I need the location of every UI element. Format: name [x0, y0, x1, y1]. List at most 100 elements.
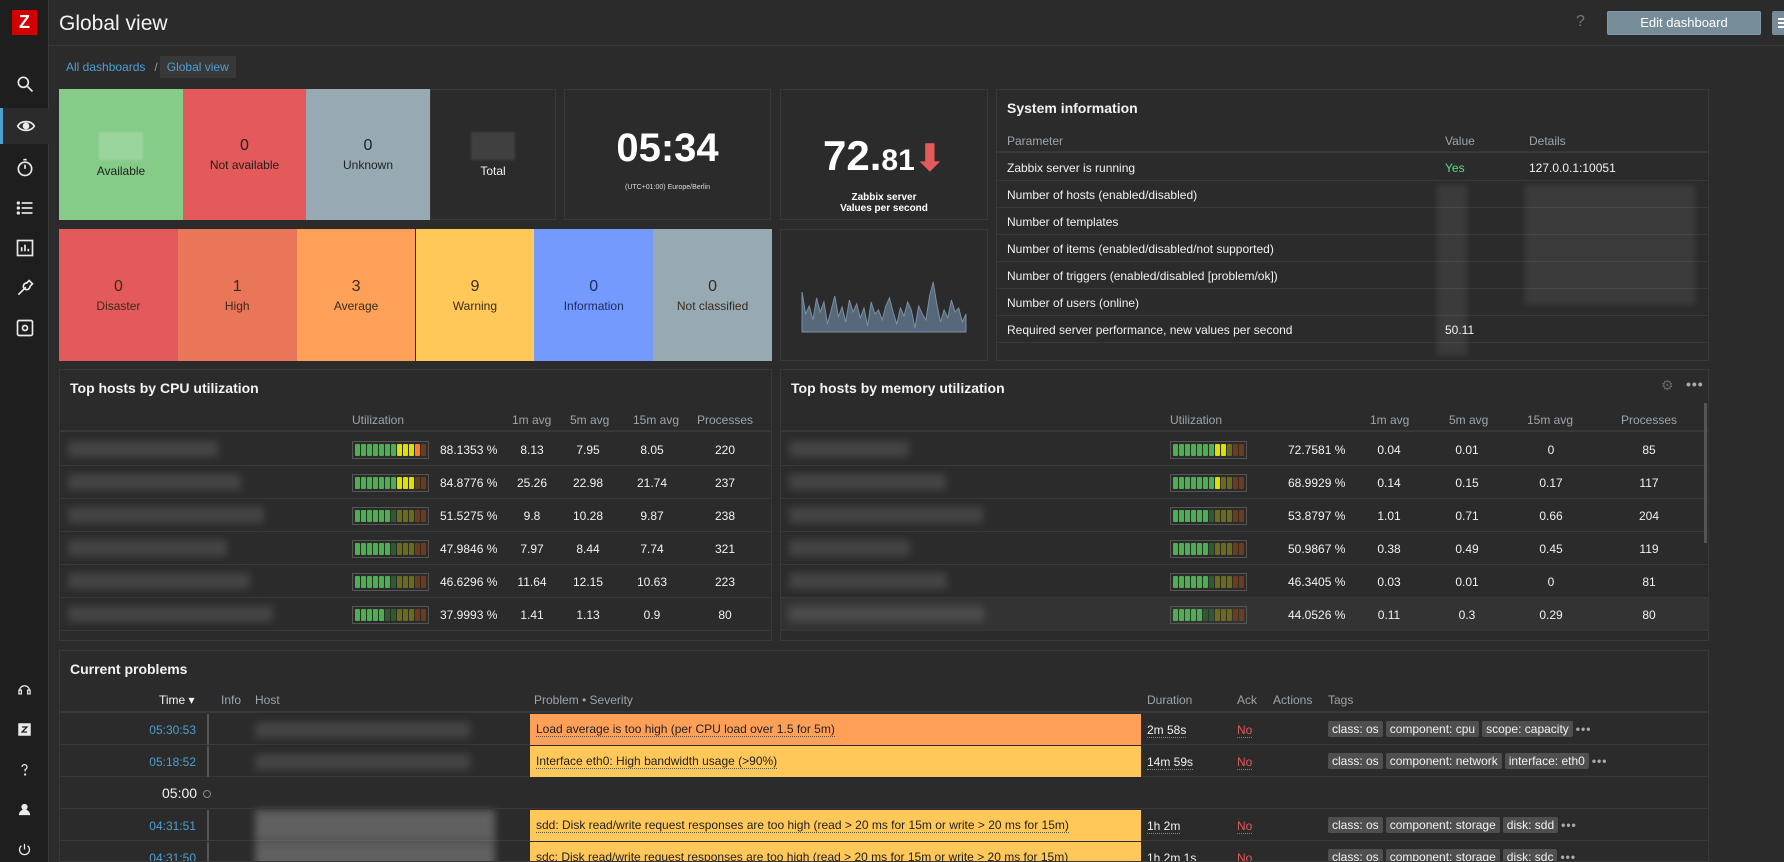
- data-collection-wrench-icon[interactable]: [0, 270, 49, 306]
- problem-ack-link[interactable]: No: [1237, 723, 1253, 738]
- unknown-tile[interactable]: 0 Unknown: [306, 89, 430, 220]
- services-stopwatch-icon[interactable]: [0, 150, 49, 186]
- reports-chart-icon[interactable]: [0, 230, 49, 266]
- problem-duration[interactable]: 1h 2m 1s: [1147, 851, 1196, 861]
- not-available-tile[interactable]: 0 Not available: [183, 89, 306, 220]
- sparkline-graph[interactable]: [781, 230, 987, 360]
- problem-row[interactable]: 04:31:50 sdc: Disk read/write request res…: [60, 842, 1708, 862]
- integrations-z-icon[interactable]: [0, 714, 49, 744]
- tag-badge[interactable]: component: storage: [1385, 817, 1500, 833]
- monitoring-eye-icon[interactable]: [0, 108, 49, 144]
- sign-out-power-icon[interactable]: [0, 834, 49, 862]
- severity-tile-disaster[interactable]: 0 Disaster: [59, 229, 178, 361]
- host-name-redacted: [789, 573, 947, 589]
- problem-time-link[interactable]: 05:30:53: [149, 723, 196, 737]
- zabbix-logo[interactable]: Z: [12, 10, 37, 35]
- gauge-segment: [373, 609, 378, 621]
- severity-count: 0: [708, 277, 718, 295]
- problem-row[interactable]: 05:30:53 Load average is too high (per CP…: [60, 714, 1708, 745]
- problem-cell[interactable]: sdc: Disk read/write request responses a…: [530, 842, 1141, 861]
- widget-more-icon[interactable]: •••: [1686, 376, 1704, 392]
- problem-cell[interactable]: Load average is too high (per CPU load o…: [530, 714, 1141, 745]
- problem-duration[interactable]: 2m 58s: [1147, 723, 1187, 738]
- cpu-host-row[interactable]: 47.9846 % 7.97 8.44 7.74 321: [60, 532, 771, 565]
- cpu-host-row[interactable]: 37.9993 % 1.41 1.13 0.9 80: [60, 598, 771, 631]
- search-icon[interactable]: [0, 66, 49, 102]
- avg-15m: 0.66: [1539, 509, 1563, 523]
- severity-tile-not-classified[interactable]: 0 Not classified: [653, 229, 772, 361]
- gauge-segment: [373, 510, 378, 522]
- available-tile[interactable]: Available: [59, 89, 183, 220]
- problem-time-link[interactable]: 04:31:50: [149, 851, 196, 862]
- tag-badge[interactable]: scope: capacity: [1482, 721, 1573, 737]
- menu-icon[interactable]: [1772, 11, 1784, 35]
- problem-ack-link[interactable]: No: [1237, 851, 1252, 861]
- mem-host-row[interactable]: 50.9867 % 0.38 0.49 0.45 119: [781, 532, 1708, 565]
- problem-time-link[interactable]: 05:18:52: [149, 755, 196, 769]
- tag-badge[interactable]: class: os: [1328, 849, 1383, 861]
- cpu-host-row[interactable]: 51.5275 % 9.8 10.28 9.87 238: [60, 499, 771, 532]
- host-name-redacted: [789, 606, 984, 622]
- more-tags-icon[interactable]: •••: [1591, 754, 1608, 768]
- problem-row[interactable]: 05:18:52 Interface eth0: High bandwidth u…: [60, 746, 1708, 777]
- problem-time-link[interactable]: 04:31:51: [149, 819, 196, 833]
- problem-duration[interactable]: 1h 2m: [1147, 819, 1181, 834]
- widget-settings-gear-icon[interactable]: ⚙: [1661, 377, 1674, 393]
- severity-tile-information[interactable]: 0 Information: [534, 229, 654, 361]
- tag-badge[interactable]: disk: sdc: [1502, 849, 1558, 861]
- inventory-list-icon[interactable]: [0, 190, 49, 226]
- mem-host-row[interactable]: 46.3405 % 0.03 0.01 0 81: [781, 565, 1708, 598]
- col-host[interactable]: Host: [255, 693, 280, 707]
- tag-badge[interactable]: component: network: [1385, 753, 1502, 769]
- more-tags-icon[interactable]: •••: [1561, 818, 1577, 832]
- problem-name[interactable]: Interface eth0: High bandwidth usage (>9…: [536, 754, 778, 769]
- tag-badge[interactable]: interface: eth0: [1504, 753, 1589, 769]
- mem-host-row[interactable]: 53.8797 % 1.01 0.71 0.66 204: [781, 499, 1708, 532]
- col-time-sort[interactable]: Time ▾: [159, 693, 195, 707]
- problem-duration[interactable]: 14m 59s: [1147, 755, 1194, 770]
- edit-dashboard-button[interactable]: Edit dashboard: [1607, 11, 1761, 35]
- problem-name[interactable]: sdc: Disk read/write request responses a…: [536, 850, 1069, 861]
- more-tags-icon[interactable]: •••: [1575, 722, 1592, 736]
- avg-5m: 0.01: [1455, 443, 1479, 457]
- utilization-gauge: [1170, 573, 1247, 591]
- avg-5m: 0.15: [1455, 476, 1479, 490]
- problem-cell[interactable]: Interface eth0: High bandwidth usage (>9…: [530, 746, 1141, 777]
- tag-badge[interactable]: class: os: [1328, 753, 1383, 769]
- gauge-segment: [1197, 444, 1202, 456]
- breadcrumb-all-dashboards[interactable]: All dashboards: [66, 60, 146, 74]
- gauge-segment: [1185, 576, 1190, 588]
- col-problem-severity[interactable]: Problem • Severity: [534, 693, 633, 707]
- administration-gear-icon[interactable]: [0, 310, 49, 346]
- severity-tile-average[interactable]: 3 Average: [296, 229, 416, 361]
- support-headset-icon[interactable]: [0, 674, 49, 704]
- mem-scrollbar[interactable]: [1704, 403, 1707, 543]
- severity-tile-warning[interactable]: 9 Warning: [415, 229, 535, 361]
- problem-row[interactable]: 04:31:51 sdd: Disk read/write request res…: [60, 810, 1708, 841]
- cpu-host-row[interactable]: 88.1353 % 8.13 7.95 8.05 220: [60, 433, 771, 466]
- user-settings-icon[interactable]: [0, 794, 49, 824]
- tag-badge[interactable]: disk: sdd: [1502, 817, 1559, 833]
- problem-cell[interactable]: sdd: Disk read/write request responses a…: [530, 810, 1141, 841]
- tag-badge[interactable]: class: os: [1328, 721, 1383, 737]
- help-question-icon[interactable]: [0, 754, 49, 784]
- breadcrumb-current[interactable]: Global view: [159, 56, 236, 78]
- tag-badge[interactable]: class: os: [1328, 817, 1383, 833]
- severity-tile-high[interactable]: 1 High: [177, 229, 297, 361]
- help-icon[interactable]: ?: [1576, 13, 1585, 30]
- mem-host-row[interactable]: 68.9929 % 0.14 0.15 0.17 117: [781, 466, 1708, 499]
- problem-ack-link[interactable]: No: [1237, 755, 1253, 770]
- cpu-host-row[interactable]: 84.8776 % 25.26 22.98 21.74 237: [60, 466, 771, 499]
- col-parameter: Parameter: [1007, 134, 1064, 148]
- problem-name[interactable]: sdd: Disk read/write request responses a…: [536, 818, 1069, 833]
- utilization-value: 88.1353 %: [440, 443, 498, 457]
- problem-ack-link[interactable]: No: [1237, 819, 1253, 834]
- mem-host-row[interactable]: 72.7581 % 0.04 0.01 0 85: [781, 433, 1708, 466]
- mem-host-row[interactable]: 44.0526 % 0.11 0.3 0.29 80: [781, 598, 1708, 631]
- total-tile[interactable]: Total: [430, 89, 556, 220]
- cpu-host-row[interactable]: 46.6296 % 11.64 12.15 10.63 223: [60, 565, 771, 598]
- tag-badge[interactable]: component: storage: [1385, 849, 1500, 861]
- tag-badge[interactable]: component: cpu: [1385, 721, 1480, 737]
- problem-name[interactable]: Load average is too high (per CPU load o…: [536, 722, 835, 737]
- more-tags-icon[interactable]: •••: [1560, 850, 1577, 862]
